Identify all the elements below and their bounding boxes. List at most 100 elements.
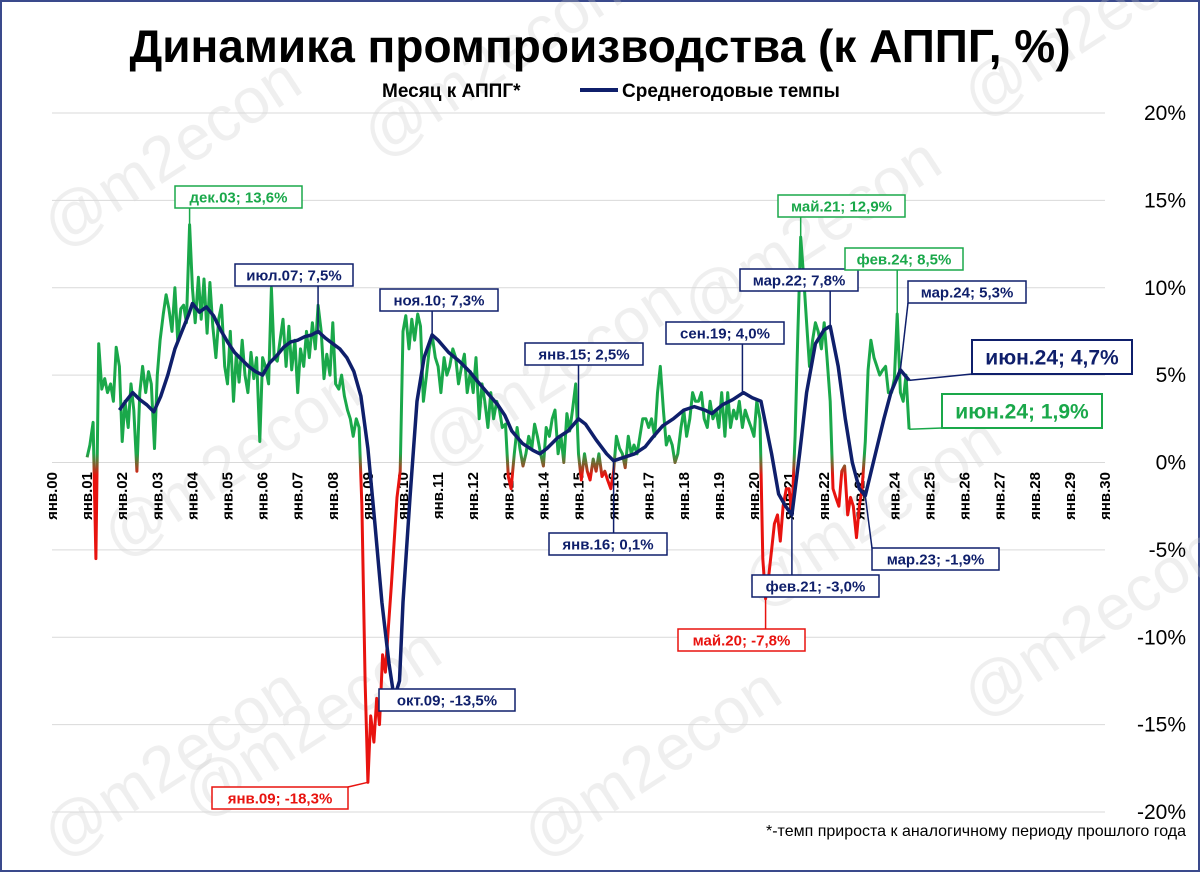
annotation-box [941,393,1103,429]
annotation-label: сен.19; 4,0% [665,321,785,393]
legend-item-monthly: Месяц к АППГ* [340,81,521,102]
annotation-box [777,194,906,218]
annotation-label: июл.07; 7,5% [234,263,354,332]
annotation-label: янв.09; -18,3% [211,781,369,810]
x-tick-label: янв.29 [1062,472,1079,520]
annotation-box [211,786,349,810]
x-tick-label: янв.20 [746,472,763,520]
x-tick-label: янв.05 [220,472,237,520]
y-tick-label: 0% [1156,452,1186,475]
x-tick-label: янв.00 [44,472,61,520]
y-tick-label: -15% [1137,714,1186,737]
annotation-text: июл.07; 7,5% [246,267,341,284]
y-tick-label: 5% [1156,364,1186,387]
x-tick-label: янв.15 [571,472,588,520]
watermark-text: @m2econ [28,42,313,262]
watermark-text: @m2econ [668,122,953,342]
x-tick-label: янв.27 [992,472,1009,520]
x-tick-label: янв.14 [535,471,552,520]
x-tick-label: янв.28 [1027,472,1044,520]
watermark-text: @m2econ [508,652,793,872]
annotation-box [677,628,806,652]
x-tick-label: янв.02 [114,472,131,520]
annotation-label: мар.24; 5,3% [899,280,1027,370]
annotation-box [379,288,499,312]
annotation-label: июн.24; 4,7% [909,339,1133,382]
annotation-leader [909,427,943,431]
x-tick-label: янв.03 [149,472,166,520]
annotation-text: мар.22; 7,8% [753,272,846,289]
x-tick-label: янв.18 [676,472,693,520]
annotation-label: фев.24; 8,5% [844,247,964,314]
annotation-box [548,532,668,556]
y-tick-label: -5% [1149,539,1186,562]
annotation-label: мар.23; -1,9% [864,495,1000,571]
annotation-box [524,342,644,366]
annotation-box [739,268,859,292]
annotation-text: фев.21; -3,0% [766,578,866,595]
annotation-label: май.20; -7,8% [677,598,806,652]
annotation-text: июн.24; 1,9% [955,401,1089,424]
legend-label-monthly: Месяц к АППГ* [382,81,521,102]
annotation-text: дек.03; 13,6% [190,189,288,206]
legend-label-average: Среднегодовые темпы [622,81,840,102]
x-tick-label: янв.17 [641,472,658,520]
annotation-label: мар.22; 7,8% [739,268,859,327]
annotation-leader [347,781,369,788]
footnote: *-темп прироста к аналогичному периоду п… [766,823,1186,840]
x-tick-label: янв.26 [957,472,974,520]
annotation-text: сен.19; 4,0% [680,325,770,342]
annotation-text: окт.09; -13,5% [397,692,497,709]
x-tick-label: янв.04 [184,471,201,520]
annotation-leader [909,373,973,382]
y-tick-label: -20% [1137,801,1186,824]
annotation-box [907,280,1027,304]
annotation-box [234,263,354,287]
legend-item-average: Среднегодовые темпы [580,81,840,102]
annotation-box [971,339,1133,375]
annotation-box [174,185,303,209]
annotation-text: мар.24; 5,3% [921,284,1014,301]
annotation-label: янв.15; 2,5% [524,342,644,419]
annotation-label: окт.09; -13,5% [378,688,516,712]
x-tick-label: янв.24 [886,471,903,520]
x-tick-label: янв.13 [500,472,517,520]
x-tick-label: янв.22 [816,472,833,520]
x-tick-label: янв.07 [290,472,307,520]
annotation-box [844,247,964,271]
y-axis-ticks: 20% 15% 10% 5% 0% -5% -10% -15% -20% [1137,102,1186,824]
watermark-layer: @m2econ @m2econ@m2econ@m2econ@m2econ @m2ec… [28,0,1200,872]
series-line-average [117,301,911,701]
x-tick-label: янв.06 [255,472,272,520]
annotation-text: июн.24; 4,7% [985,347,1119,370]
annotation-label: янв.16; 0,1% [548,460,668,556]
x-tick-label: янв.01 [79,472,96,520]
x-tick-label: янв.19 [711,472,728,520]
annotation-box [378,688,516,712]
annotation-leader [899,302,909,370]
annotation-box [751,574,880,598]
annotation-text: янв.15; 2,5% [538,346,629,363]
y-tick-label: 10% [1144,277,1186,300]
x-tick-label: янв.08 [325,472,342,520]
annotation-text: мар.23; -1,9% [887,551,985,568]
annotation-label: май.21; 12,9% [777,194,906,238]
annotation-label: ноя.10; 7,3% [379,288,499,335]
annotation-text: янв.09; -18,3% [228,790,333,807]
y-tick-label: -10% [1137,626,1186,649]
annotation-label: фев.21; -3,0% [751,514,880,598]
y-tick-label: 15% [1144,189,1186,212]
annotation-text: май.21; 12,9% [791,198,892,215]
chart-title: Динамика промпроизводства (к АППГ, %) [129,20,1070,72]
annotation-box [665,321,785,345]
annotation-leader [864,495,873,549]
series-lines [85,223,911,784]
annotation-text: янв.16; 0,1% [562,536,653,553]
legend: Месяц к АППГ* Среднегодовые темпы [340,81,840,102]
annotation-box [871,547,1000,571]
annotation-text: фев.24; 8,5% [857,251,952,268]
annotation-text: ноя.10; 7,3% [394,292,485,309]
annotation-label: дек.03; 13,6% [174,185,303,225]
